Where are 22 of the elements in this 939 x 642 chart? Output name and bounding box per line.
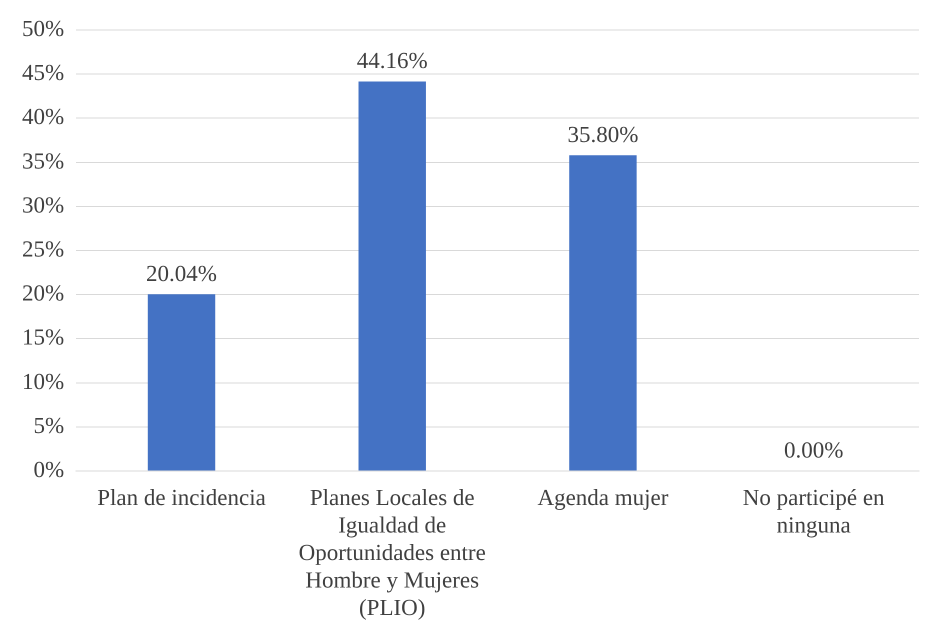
y-tick-label: 25%	[22, 236, 64, 262]
y-tick-label: 35%	[22, 148, 64, 174]
x-tick-label: Agenda mujer	[537, 484, 669, 510]
y-tick-label: 5%	[33, 412, 64, 438]
y-tick-label: 40%	[22, 104, 64, 130]
y-tick-label: 0%	[33, 457, 64, 482]
y-tick-label: 10%	[22, 368, 64, 394]
x-tick-label: No participé en ninguna	[742, 484, 886, 538]
bar	[569, 155, 637, 470]
y-tick-label: 45%	[22, 60, 64, 86]
data-label: 20.04%	[146, 260, 217, 286]
x-tick-label: Plan de incidencia	[97, 484, 266, 510]
y-tick-label: 30%	[22, 192, 64, 218]
bar	[358, 82, 426, 470]
y-tick-label: 15%	[22, 324, 64, 350]
data-label: 44.16%	[356, 48, 428, 74]
bar	[148, 294, 216, 470]
y-tick-label: 50%	[22, 16, 64, 42]
data-label: 35.80%	[567, 122, 638, 147]
y-tick-label: 20%	[22, 280, 64, 306]
x-tick-label: Planes Locales de Igualdad de Oportunidades entre Hombre y Mujeres (PLIO)	[298, 484, 486, 620]
data-label: 0.00%	[784, 438, 844, 463]
